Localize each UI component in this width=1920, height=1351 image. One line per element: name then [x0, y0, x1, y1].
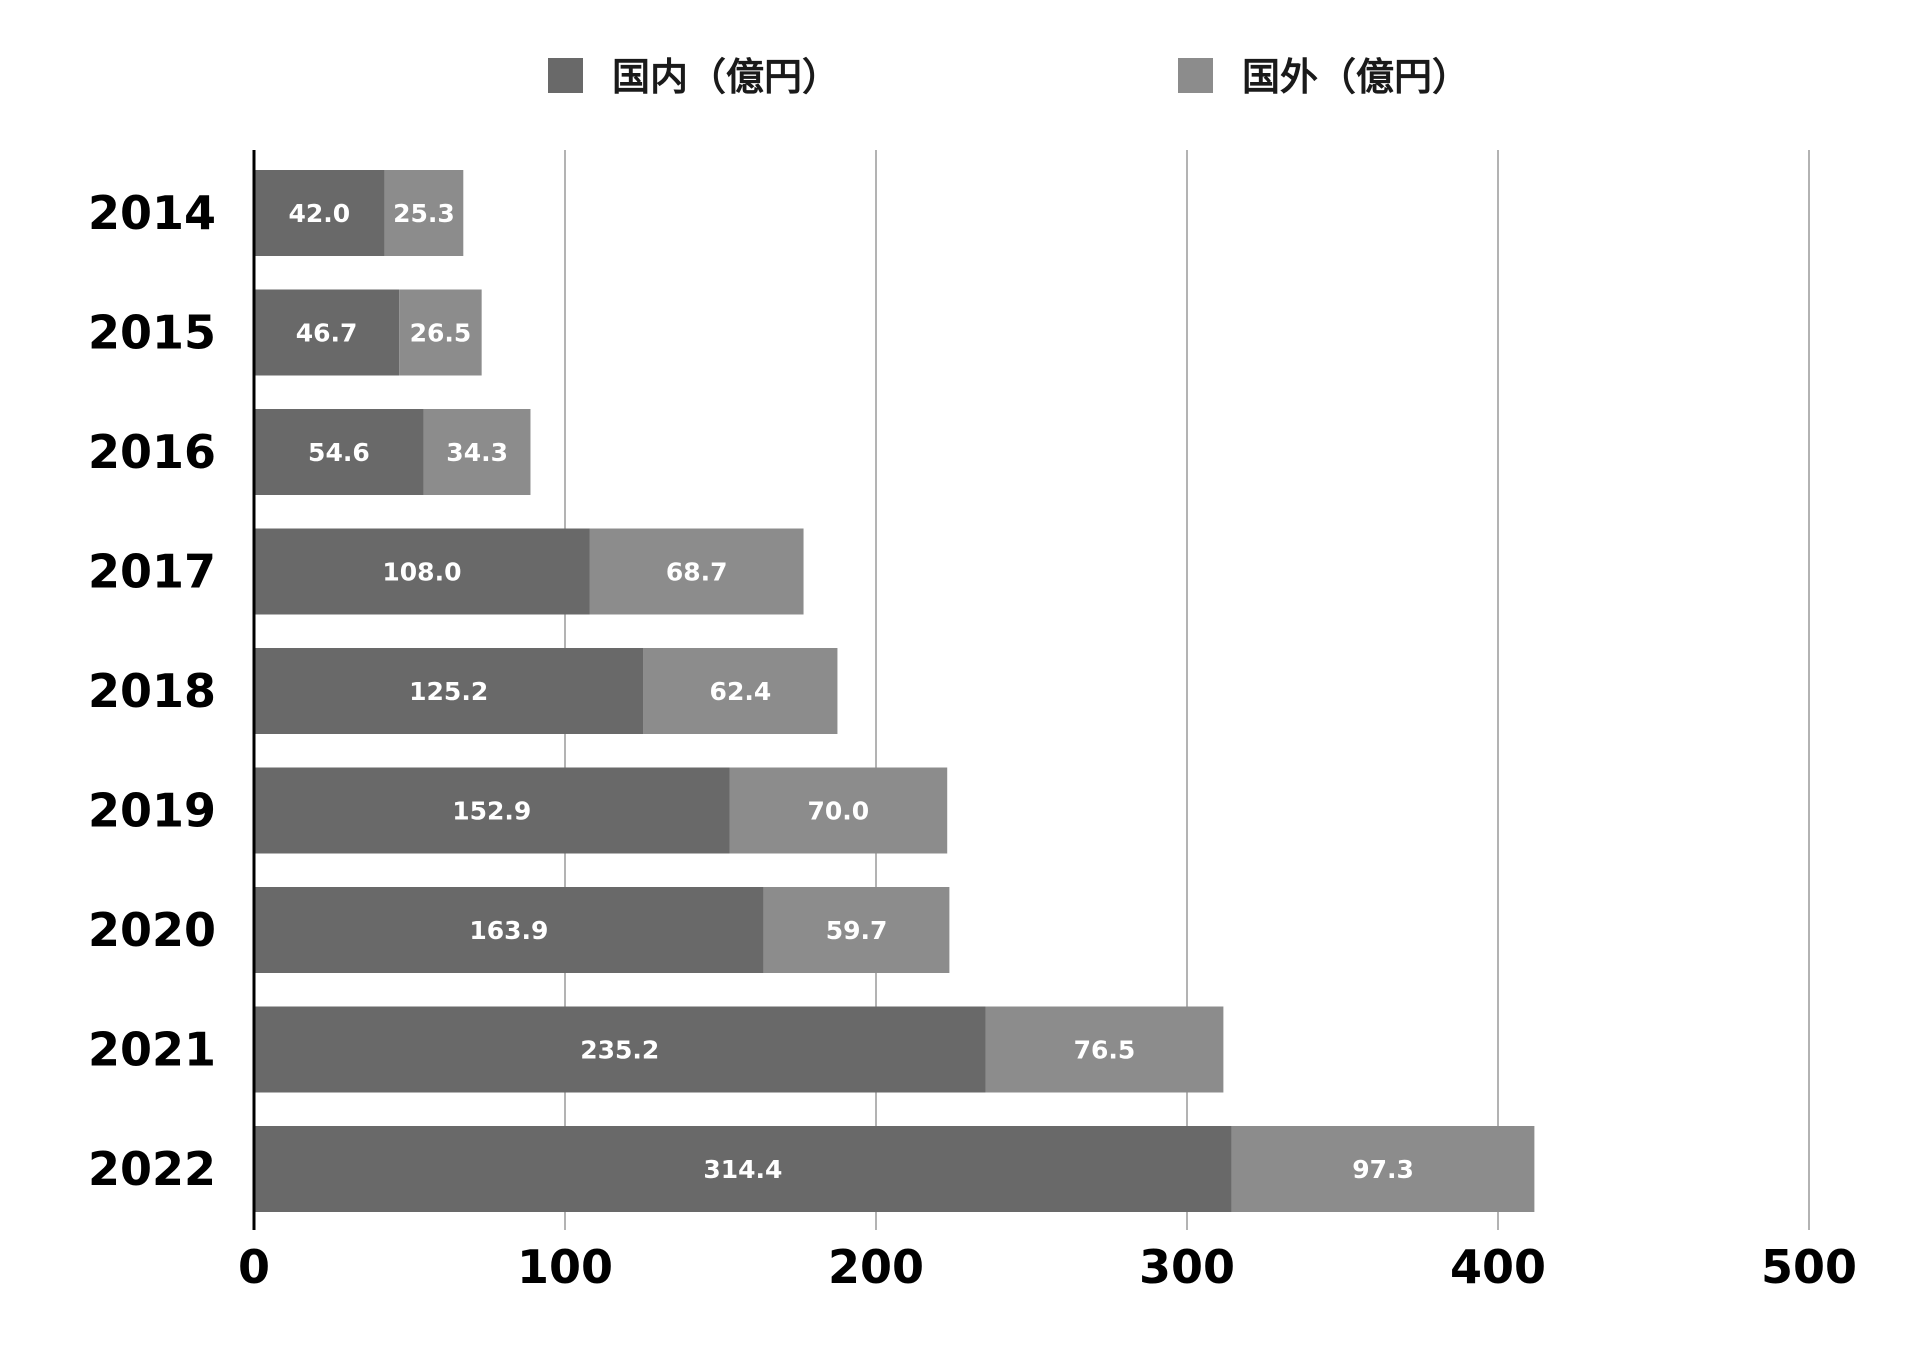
x-tick-label: 100	[517, 1240, 613, 1294]
data-label: 314.4	[703, 1155, 782, 1184]
data-label: 62.4	[710, 677, 772, 706]
data-label: 46.7	[296, 319, 358, 348]
data-label: 42.0	[288, 199, 350, 228]
y-tick-label: 2015	[88, 306, 216, 360]
bar-segment-domestic	[254, 1126, 1232, 1212]
bar-segment-domestic	[254, 1006, 986, 1093]
data-label: 125.2	[409, 677, 488, 706]
data-label: 68.7	[666, 558, 728, 587]
bar-segment-domestic	[254, 767, 730, 854]
y-tick-label: 2021	[88, 1023, 216, 1077]
bar-segment-domestic	[254, 170, 385, 256]
y-tick-label: 2020	[88, 903, 216, 957]
legend: 国内（億円） 国外（億円）	[548, 55, 1470, 99]
data-label: 152.9	[452, 797, 531, 826]
legend-swatch	[548, 58, 583, 93]
x-tick-label: 400	[1450, 1240, 1546, 1294]
data-label: 235.2	[580, 1036, 659, 1065]
y-tick-label: 2019	[88, 784, 216, 838]
y-tick-label: 2014	[88, 186, 216, 240]
x-tick-label: 300	[1139, 1240, 1235, 1294]
data-label: 26.5	[410, 319, 472, 348]
legend-label: 国外（億円）	[1242, 55, 1470, 99]
y-tick-label: 2017	[88, 545, 216, 599]
data-label: 59.7	[826, 916, 888, 945]
x-tick-label: 0	[238, 1240, 270, 1294]
bars	[254, 170, 1535, 1212]
bar-segment-domestic	[254, 289, 400, 376]
legend-label: 国内（億円）	[612, 55, 840, 99]
data-label: 70.0	[808, 797, 870, 826]
x-tick-label: 500	[1761, 1240, 1857, 1294]
data-label: 97.3	[1352, 1155, 1414, 1184]
bar-segment-overseas	[589, 528, 804, 615]
bar-segment-overseas	[399, 289, 482, 376]
data-label: 54.6	[308, 438, 370, 467]
bar-segment-domestic	[254, 887, 764, 973]
bar-segment-overseas	[643, 648, 838, 734]
bar-segment-domestic	[254, 648, 644, 734]
y-tick-label: 2016	[88, 425, 216, 479]
bar-segment-domestic	[254, 528, 590, 615]
data-label: 163.9	[469, 916, 548, 945]
bar-segment-overseas	[384, 170, 464, 256]
bar-segment-overseas	[985, 1006, 1224, 1093]
x-axis-tick-labels: 0 100 200 300 400 500	[238, 1240, 1857, 1294]
y-axis-tick-labels: 2014 2015 2016 2017 2018 2019 2020 2021 2022	[88, 186, 216, 1196]
x-tick-label: 200	[828, 1240, 924, 1294]
data-label: 108.0	[382, 558, 461, 587]
data-label: 25.3	[393, 199, 455, 228]
y-tick-label: 2018	[88, 664, 216, 718]
legend-swatch	[1178, 58, 1213, 93]
data-label: 76.5	[1074, 1036, 1136, 1065]
bar-segment-overseas	[423, 409, 531, 495]
bar-segment-overseas	[729, 767, 948, 854]
bar-segment-overseas	[763, 887, 950, 973]
bar-segment-overseas	[1231, 1126, 1535, 1212]
bar-segment-domestic	[254, 409, 424, 495]
y-tick-label: 2022	[88, 1142, 216, 1196]
bar-labels: 42.0 25.3 46.7 26.5 54.6 34.3 108.0 68.7 125.2 62…	[288, 199, 1413, 1184]
data-label: 34.3	[446, 438, 508, 467]
